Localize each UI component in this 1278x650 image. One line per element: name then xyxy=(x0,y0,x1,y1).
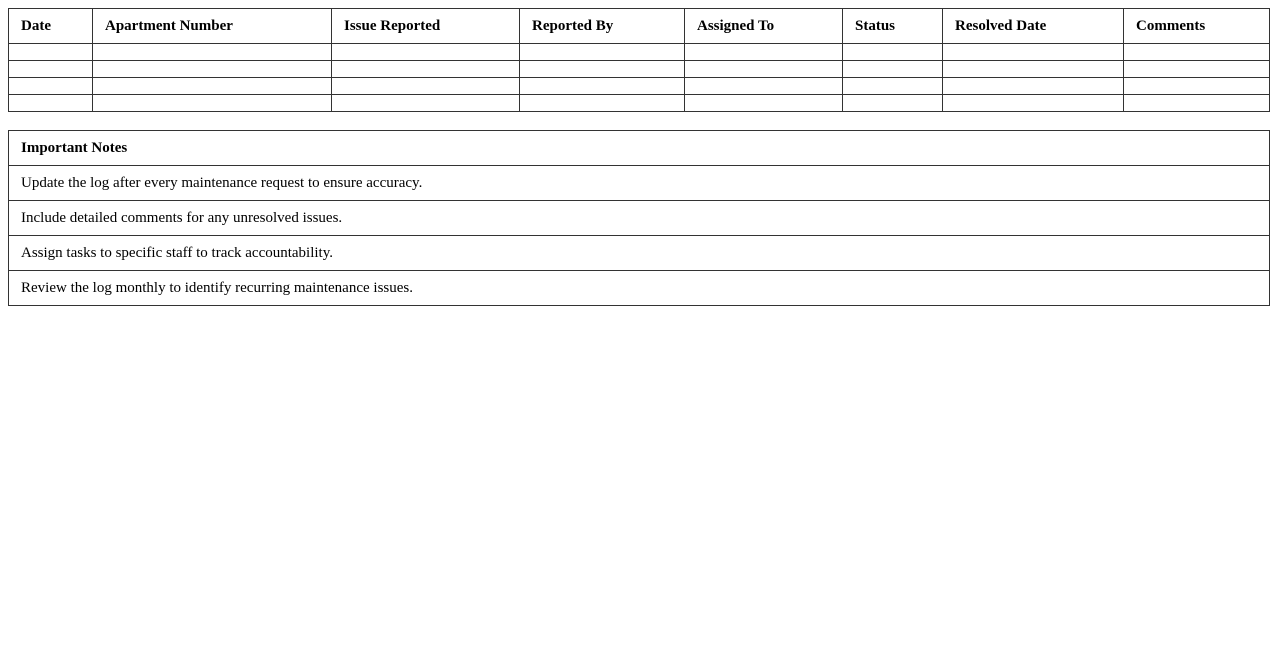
note-row: Update the log after every maintenance r… xyxy=(8,165,1270,201)
column-header-comments: Comments xyxy=(1123,8,1270,44)
table-cell[interactable] xyxy=(842,94,943,112)
note-item: Assign tasks to specific staff to track … xyxy=(8,235,1270,271)
table-cell[interactable] xyxy=(842,43,943,61)
table-cell[interactable] xyxy=(92,77,332,95)
table-cell[interactable] xyxy=(92,43,332,61)
column-header-resolved-date: Resolved Date xyxy=(942,8,1124,44)
table-cell[interactable] xyxy=(684,60,843,78)
table-cell[interactable] xyxy=(331,94,520,112)
table-cell[interactable] xyxy=(1123,77,1270,95)
note-row: Include detailed comments for any unreso… xyxy=(8,200,1270,236)
note-row: Assign tasks to specific staff to track … xyxy=(8,235,1270,271)
table-cell[interactable] xyxy=(331,77,520,95)
table-row xyxy=(8,77,1270,95)
table-cell[interactable] xyxy=(684,43,843,61)
important-notes-table: Important Notes Update the log after eve… xyxy=(8,130,1270,306)
table-cell[interactable] xyxy=(331,43,520,61)
column-header-apartment-number: Apartment Number xyxy=(92,8,332,44)
note-row: Review the log monthly to identify recur… xyxy=(8,270,1270,306)
table-cell[interactable] xyxy=(942,60,1124,78)
table-cell[interactable] xyxy=(942,94,1124,112)
table-cell[interactable] xyxy=(942,77,1124,95)
table-cell[interactable] xyxy=(8,60,93,78)
maintenance-log-table: Date Apartment Number Issue Reported Rep… xyxy=(8,8,1270,112)
table-row xyxy=(8,43,1270,61)
table-cell[interactable] xyxy=(8,43,93,61)
note-item: Update the log after every maintenance r… xyxy=(8,165,1270,201)
column-header-reported-by: Reported By xyxy=(519,8,685,44)
column-header-assigned-to: Assigned To xyxy=(684,8,843,44)
table-cell[interactable] xyxy=(684,77,843,95)
header-row: Date Apartment Number Issue Reported Rep… xyxy=(8,8,1270,44)
table-cell[interactable] xyxy=(8,77,93,95)
table-cell[interactable] xyxy=(519,94,685,112)
table-row xyxy=(8,60,1270,78)
table-cell[interactable] xyxy=(331,60,520,78)
table-row xyxy=(8,94,1270,112)
table-cell[interactable] xyxy=(842,60,943,78)
table-cell[interactable] xyxy=(942,43,1124,61)
note-item: Include detailed comments for any unreso… xyxy=(8,200,1270,236)
table-cell[interactable] xyxy=(1123,94,1270,112)
column-header-issue-reported: Issue Reported xyxy=(331,8,520,44)
table-cell[interactable] xyxy=(519,43,685,61)
table-cell[interactable] xyxy=(519,77,685,95)
column-header-status: Status xyxy=(842,8,943,44)
table-cell[interactable] xyxy=(684,94,843,112)
table-cell[interactable] xyxy=(1123,60,1270,78)
column-header-date: Date xyxy=(8,8,93,44)
table-cell[interactable] xyxy=(519,60,685,78)
table-cell[interactable] xyxy=(92,94,332,112)
notes-title: Important Notes xyxy=(8,130,1270,166)
table-cell[interactable] xyxy=(1123,43,1270,61)
table-cell[interactable] xyxy=(842,77,943,95)
note-item: Review the log monthly to identify recur… xyxy=(8,270,1270,306)
table-cell[interactable] xyxy=(8,94,93,112)
table-cell[interactable] xyxy=(92,60,332,78)
notes-header-row: Important Notes xyxy=(8,130,1270,166)
